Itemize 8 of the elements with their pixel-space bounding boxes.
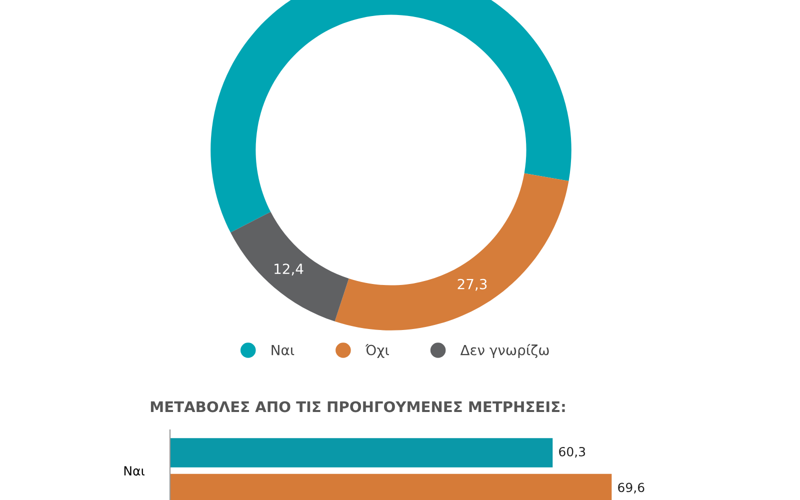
data-label: 12,4 — [274, 264, 304, 276]
legend-label: Ναι — [272, 344, 294, 356]
data-label: 60,3 — [559, 446, 586, 458]
legend-label: Δεν γνωρίζω — [460, 344, 549, 358]
data-label: 27,3 — [458, 278, 487, 291]
data-label: 69,6 — [618, 482, 644, 494]
chart-title: ΜΕΤΑΒΟΛΕΣ ΑΠΟ ΤΙΣ ΠΡΟΗΓΟΥΜΕΝΕΣ ΜΕΤΡΗΣΕΙΣ: — [150, 401, 565, 412]
legend-label: Όχι — [365, 344, 389, 358]
